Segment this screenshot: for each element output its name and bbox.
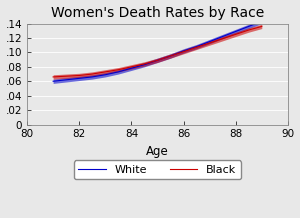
White bbox=[260, 20, 264, 23]
White bbox=[247, 25, 250, 28]
Line: White: White bbox=[53, 21, 262, 81]
Black bbox=[130, 65, 133, 68]
Black bbox=[116, 68, 120, 71]
Black bbox=[169, 55, 172, 57]
Black bbox=[247, 29, 250, 31]
White bbox=[91, 76, 94, 78]
White bbox=[156, 59, 159, 62]
Line: Black: Black bbox=[53, 26, 262, 77]
Black bbox=[142, 63, 146, 65]
White bbox=[51, 80, 55, 83]
X-axis label: Age: Age bbox=[146, 145, 169, 158]
Black bbox=[208, 42, 211, 44]
Title: Women's Death Rates by Race: Women's Death Rates by Race bbox=[51, 5, 264, 20]
Black bbox=[182, 50, 185, 53]
Black bbox=[103, 71, 107, 73]
White bbox=[182, 50, 185, 52]
White bbox=[208, 40, 211, 43]
Black bbox=[221, 37, 224, 40]
Black bbox=[77, 74, 81, 77]
Black bbox=[51, 76, 55, 78]
White bbox=[234, 30, 238, 33]
White bbox=[103, 73, 107, 76]
Black bbox=[64, 75, 68, 78]
White bbox=[221, 35, 224, 38]
White bbox=[195, 45, 198, 48]
Black bbox=[234, 33, 238, 36]
Black bbox=[260, 25, 264, 28]
White bbox=[142, 63, 146, 66]
Black bbox=[156, 59, 159, 62]
Legend: White, Black: White, Black bbox=[74, 160, 241, 179]
White bbox=[77, 77, 81, 80]
White bbox=[169, 55, 172, 57]
White bbox=[130, 67, 133, 70]
White bbox=[116, 71, 120, 73]
Black bbox=[195, 46, 198, 49]
Black bbox=[91, 73, 94, 75]
White bbox=[64, 78, 68, 81]
